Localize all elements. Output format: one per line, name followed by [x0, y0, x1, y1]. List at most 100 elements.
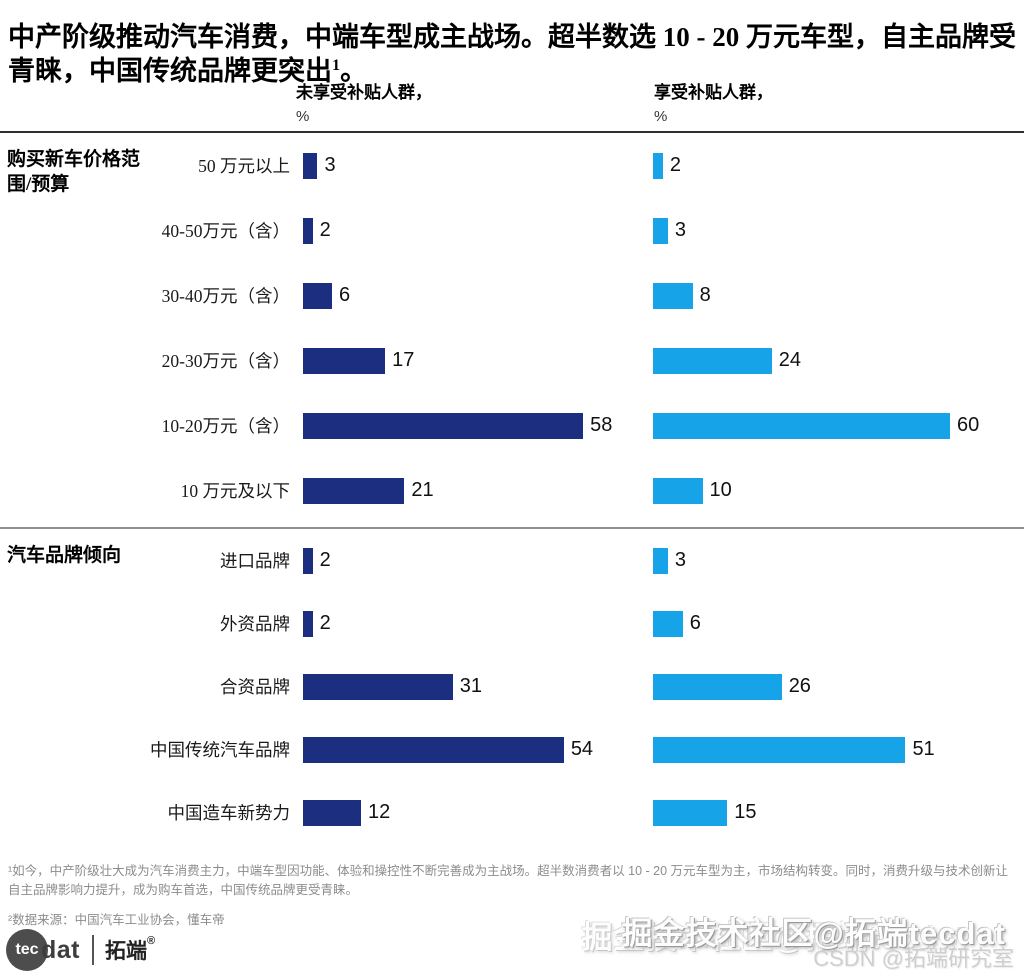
tecdat-logo: tec dat 拓端® — [6, 928, 155, 972]
bar-unsubsidized — [303, 736, 564, 763]
track-unsubsidized: 54 — [303, 736, 653, 763]
bar-value-subsidized: 10 — [709, 479, 732, 501]
category-label: 中国传统汽车品牌 — [150, 740, 290, 760]
bar-value-unsubsidized: 31 — [459, 675, 482, 697]
logo-separator — [92, 935, 94, 965]
track-unsubsidized: 21 — [303, 477, 653, 504]
category-label: 50 万元以上 — [198, 156, 290, 176]
column-header-subsidized: 享受补贴人群， % — [654, 78, 773, 125]
tecdat-logo-cn-name: 拓端® — [105, 935, 156, 963]
watermark-juejin: 掘金技术社区@拓端tecdat — [621, 916, 1006, 951]
bar-value-subsidized: 6 — [689, 612, 701, 634]
bar-value-unsubsidized: 6 — [338, 284, 351, 306]
bar-value-unsubsidized: 54 — [570, 738, 594, 760]
bar-subsidized — [653, 152, 663, 179]
section-price-range: 购买新车价格范围/预算 50 万元以上 3 2 40-50万元（含） 2 3 30-40万元（… — [0, 133, 1024, 523]
bar-unsubsidized — [303, 412, 584, 439]
bar-unsubsidized — [303, 799, 361, 826]
bar-unsubsidized — [303, 673, 453, 700]
track-subsidized: 51 — [653, 736, 1024, 763]
track-subsidized: 15 — [653, 799, 1024, 826]
column-header-subsidized-unit: % — [654, 108, 668, 125]
bar-unsubsidized — [303, 547, 313, 574]
section-divider — [0, 527, 1024, 529]
chart-row: 10 万元及以下 21 10 — [0, 458, 1024, 523]
track-unsubsidized: 3 — [303, 152, 653, 179]
chart-row: 合资品牌 31 26 — [0, 655, 1024, 718]
bar-value-unsubsidized: 58 — [590, 414, 613, 436]
watermark-csdn: CSDN @拓端研究室 — [813, 946, 1014, 971]
bar-value-subsidized: 26 — [788, 675, 811, 697]
tecdat-logo-circle-text: tec — [15, 941, 39, 958]
bar-unsubsidized — [303, 217, 313, 244]
bar-value-unsubsidized: 2 — [319, 219, 331, 241]
category-label: 进口品牌 — [220, 551, 290, 571]
bar-value-subsidized: 3 — [674, 219, 686, 241]
column-header-unsubsidized-unit: % — [296, 108, 310, 125]
bar-value-subsidized: 24 — [778, 349, 802, 371]
bar-subsidized — [653, 547, 668, 574]
bar-subsidized — [653, 347, 772, 374]
bar-subsidized — [653, 799, 728, 826]
chart-row: 中国造车新势力 12 15 — [0, 781, 1024, 844]
tecdat-logo-icon: tec — [6, 929, 48, 971]
category-label: 10-20万元（含） — [161, 416, 290, 436]
track-subsidized: 2 — [653, 152, 1024, 179]
bar-chart: 购买新车价格范围/预算 50 万元以上 3 2 40-50万元（含） 2 3 30-40万元（… — [0, 133, 1024, 844]
section-brand-preference: 汽车品牌倾向 进口品牌 2 3 外资品牌 2 6 合资品牌 31 26 中国传统汽车品牌 54 51 中国… — [0, 529, 1024, 844]
track-subsidized: 26 — [653, 673, 1024, 700]
column-header-unsubsidized: 未享受补贴人群， % — [296, 78, 432, 125]
bar-value-unsubsidized: 17 — [392, 349, 415, 371]
bar-unsubsidized — [303, 347, 386, 374]
header-divider — [0, 131, 1024, 133]
category-label: 10 万元及以下 — [180, 481, 290, 501]
bar-value-unsubsidized: 2 — [319, 612, 331, 634]
chart-row: 进口品牌 2 3 — [0, 529, 1024, 592]
track-subsidized: 60 — [653, 412, 1024, 439]
bar-value-unsubsidized: 3 — [324, 154, 336, 176]
track-subsidized: 6 — [653, 610, 1024, 637]
bar-unsubsidized — [303, 610, 313, 637]
bar-value-subsidized: 51 — [912, 738, 935, 760]
track-unsubsidized: 58 — [303, 412, 653, 439]
bar-subsidized — [653, 736, 906, 763]
bar-value-subsidized: 15 — [734, 801, 757, 823]
bar-value-subsidized: 2 — [669, 154, 682, 176]
bar-value-subsidized: 3 — [674, 549, 686, 571]
chart-row: 20-30万元（含） 17 24 — [0, 328, 1024, 393]
title-footnote-marker: 1 — [332, 56, 341, 75]
chart-row: 10-20万元（含） 58 60 — [0, 393, 1024, 458]
track-subsidized: 3 — [653, 547, 1024, 574]
chart-row: 30-40万元（含） 6 8 — [0, 263, 1024, 328]
track-subsidized: 3 — [653, 217, 1024, 244]
category-label: 30-40万元（含） — [161, 286, 290, 306]
chart-row: 中国传统汽车品牌 54 51 — [0, 718, 1024, 781]
track-unsubsidized: 31 — [303, 673, 653, 700]
chart-row: 50 万元以上 3 2 — [0, 133, 1024, 198]
bar-unsubsidized — [303, 152, 318, 179]
category-label: 合资品牌 — [220, 677, 290, 697]
track-unsubsidized: 2 — [303, 217, 653, 244]
track-subsidized: 24 — [653, 347, 1024, 374]
bar-subsidized — [653, 673, 782, 700]
chart-row: 外资品牌 2 6 — [0, 592, 1024, 655]
bar-subsidized — [653, 217, 668, 244]
page-title: 中产阶级推动汽车消费，中端车型成主战场。超半数选 10 - 20 万元车型，自主… — [8, 20, 1018, 88]
track-unsubsidized: 6 — [303, 282, 653, 309]
footnotes: ¹如今，中产阶级壮大成为汽车消费主力，中端车型因功能、体验和操控性不断完善成为主… — [8, 862, 1016, 930]
track-unsubsidized: 17 — [303, 347, 653, 374]
bar-value-unsubsidized: 21 — [411, 479, 434, 501]
track-unsubsidized: 2 — [303, 547, 653, 574]
track-unsubsidized: 12 — [303, 799, 653, 826]
section-label: 购买新车价格范围/预算 — [7, 149, 141, 195]
track-subsidized: 8 — [653, 282, 1024, 309]
track-subsidized: 10 — [653, 477, 1024, 504]
bar-subsidized — [653, 477, 703, 504]
category-label: 外资品牌 — [220, 614, 290, 634]
bar-value-subsidized: 8 — [699, 284, 711, 306]
bar-value-subsidized: 60 — [957, 414, 980, 436]
tecdat-logo-wordmark: dat — [41, 935, 80, 964]
category-label: 中国造车新势力 — [167, 803, 291, 823]
bar-subsidized — [653, 610, 683, 637]
